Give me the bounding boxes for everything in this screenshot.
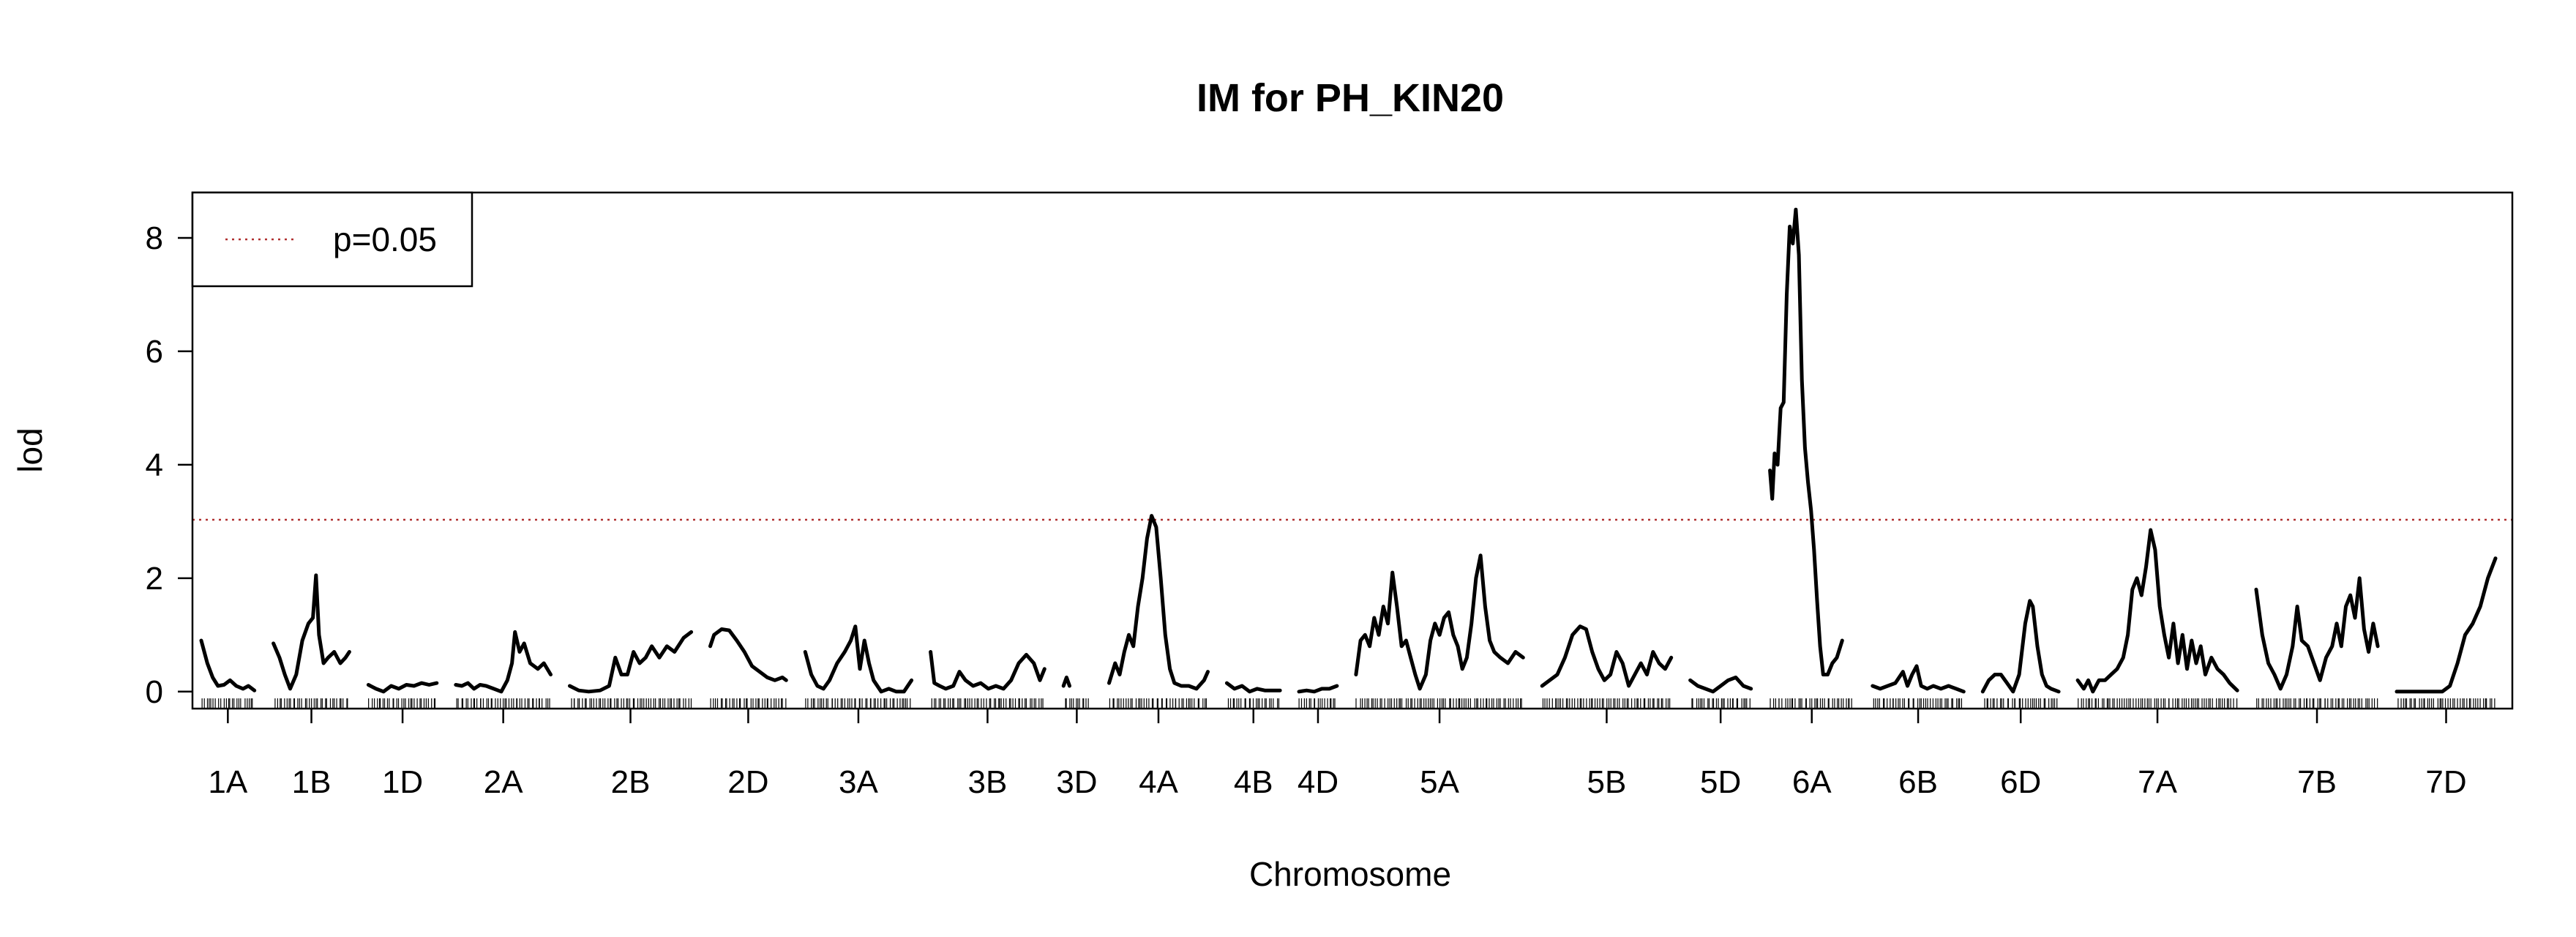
x-tick-label-5A: 5A xyxy=(1420,764,1459,800)
lod-curve-3D xyxy=(1061,675,1071,688)
x-tick-label-4A: 4A xyxy=(1139,764,1178,800)
lod-curve-7D xyxy=(2395,556,2498,694)
lod-curve-2D xyxy=(708,627,788,682)
lod-curve-5D xyxy=(1688,675,1753,694)
x-tick-label-1B: 1B xyxy=(292,764,332,800)
x-tick-label-4B: 4B xyxy=(1234,764,1273,800)
lod-curves xyxy=(199,207,2498,694)
x-tick-label-3A: 3A xyxy=(839,764,878,800)
legend-threshold-label: p=0.05 xyxy=(333,220,437,258)
lod-curve-6B xyxy=(1871,664,1966,694)
x-tick-label-4D: 4D xyxy=(1298,764,1338,800)
lod-curve-2A xyxy=(454,630,553,694)
lod-curve-4D xyxy=(1297,684,1339,694)
lod-curve-5B xyxy=(1540,624,1674,688)
y-tick-label: 4 xyxy=(146,447,163,483)
x-tick-label-2D: 2D xyxy=(727,764,768,800)
plot-frame xyxy=(191,191,2514,710)
x-tick-label-1D: 1D xyxy=(382,764,423,800)
lod-curve-6A xyxy=(1768,207,1844,676)
lod-curve-7A xyxy=(2075,528,2239,694)
x-tick-label-3B: 3B xyxy=(967,764,1007,800)
x-tick-label-7B: 7B xyxy=(2297,764,2337,800)
marker-rug xyxy=(201,698,2496,709)
lod-curve-1B xyxy=(272,573,351,691)
lod-curve-5A xyxy=(1354,553,1525,691)
x-axis-label: Chromosome xyxy=(1249,855,1451,893)
lod-curve-2B xyxy=(568,630,694,694)
x-tick-label-5D: 5D xyxy=(1700,764,1741,800)
x-tick-label-2A: 2A xyxy=(484,764,523,800)
y-tick-label: 6 xyxy=(146,334,163,370)
x-tick-label-6B: 6B xyxy=(1898,764,1938,800)
legend: p=0.05 xyxy=(191,191,473,288)
y-axis-label: lod xyxy=(11,428,49,472)
y-tick-label: 2 xyxy=(146,561,163,597)
x-tick-label-1A: 1A xyxy=(208,764,247,800)
x-tick-label-5B: 5B xyxy=(1587,764,1627,800)
x-tick-label-6A: 6A xyxy=(1792,764,1832,800)
chart-title: IM for PH_KIN20 xyxy=(1197,76,1504,120)
lod-curve-4A xyxy=(1107,514,1210,691)
lod-curve-1D xyxy=(366,681,439,694)
lod-curve-7B xyxy=(2254,576,2380,691)
y-axis: 0 2 4 6 8 xyxy=(146,220,192,710)
x-tick-label-3D: 3D xyxy=(1056,764,1097,800)
y-tick-label: 8 xyxy=(146,220,163,256)
x-tick-label-7D: 7D xyxy=(2425,764,2466,800)
lod-curve-1A xyxy=(199,638,257,693)
x-tick-label-7A: 7A xyxy=(2138,764,2177,800)
x-tick-label-2B: 2B xyxy=(611,764,651,800)
lod-curve-6D xyxy=(1980,599,2061,694)
lod-curve-4B xyxy=(1224,681,1282,694)
y-tick-label: 0 xyxy=(146,674,163,710)
lod-curve-3A xyxy=(803,624,914,694)
x-axis: 1A 1B 1D 2A 2B 2D 3A 3B 3D 4A 4B 4D 5A 5B 5D 6A 6B 6D 7A 7B… xyxy=(208,709,2467,800)
x-tick-label-6D: 6D xyxy=(2000,764,2041,800)
lod-curve-3B xyxy=(929,650,1046,691)
